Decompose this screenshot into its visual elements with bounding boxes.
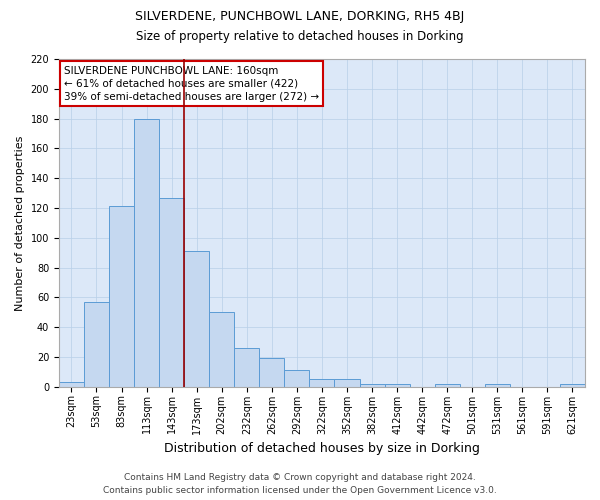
Bar [359,384,385,386]
Bar [310,379,334,386]
Bar [334,379,359,386]
Text: SILVERDENE PUNCHBOWL LANE: 160sqm
← 61% of detached houses are smaller (422)
39%: SILVERDENE PUNCHBOWL LANE: 160sqm ← 61% … [64,66,319,102]
Bar [134,118,159,386]
Y-axis label: Number of detached properties: Number of detached properties [15,135,25,310]
Bar [109,206,134,386]
Text: Size of property relative to detached houses in Dorking: Size of property relative to detached ho… [136,30,464,43]
Bar [560,384,585,386]
Bar [234,348,259,387]
Bar [59,382,84,386]
Text: SILVERDENE, PUNCHBOWL LANE, DORKING, RH5 4BJ: SILVERDENE, PUNCHBOWL LANE, DORKING, RH5… [136,10,464,23]
Bar [159,198,184,386]
Bar [485,384,510,386]
Text: Contains HM Land Registry data © Crown copyright and database right 2024.
Contai: Contains HM Land Registry data © Crown c… [103,474,497,495]
Bar [434,384,460,386]
Bar [284,370,310,386]
Bar [209,312,234,386]
Bar [385,384,410,386]
Bar [184,251,209,386]
Bar [259,358,284,386]
X-axis label: Distribution of detached houses by size in Dorking: Distribution of detached houses by size … [164,442,480,455]
Bar [84,302,109,386]
